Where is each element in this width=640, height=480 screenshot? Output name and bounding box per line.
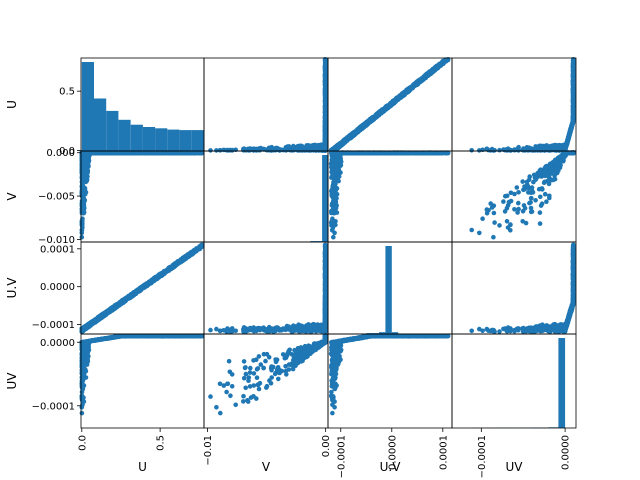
scatter-point (382, 106, 387, 111)
scatter-point (341, 139, 346, 144)
scatter-point (400, 91, 405, 96)
scatter-point (279, 147, 285, 153)
scatter-point (570, 119, 576, 125)
scatter-point (286, 144, 292, 149)
scatter-panel-U-vs-UV (328, 57, 451, 153)
scatter-point (377, 111, 383, 117)
scatter-point (218, 148, 223, 153)
scatter-point (571, 58, 576, 63)
scatter-point (571, 106, 576, 111)
scatter-point (356, 128, 362, 133)
scatter-panel-U-vs-UV (469, 57, 576, 153)
scatter-point (410, 85, 416, 90)
scatter-point (323, 148, 328, 153)
scatter-point (566, 135, 571, 140)
scatter-point (438, 62, 444, 67)
scatter-point (323, 106, 328, 111)
scatter-point (571, 111, 576, 117)
scatter-point (571, 88, 576, 94)
scatter-point (565, 139, 570, 144)
scatter-point (570, 76, 576, 81)
scatter-point (508, 148, 514, 153)
scatter-point (469, 148, 475, 153)
scatter-point (322, 135, 328, 140)
scatter-point (274, 145, 280, 151)
scatter-point (323, 88, 328, 94)
panels-group (79, 57, 576, 429)
scatter-point (391, 98, 397, 104)
scatter-point (291, 143, 296, 149)
scatter-point (361, 123, 367, 129)
scatter-point (370, 116, 375, 121)
scatter-point (313, 147, 319, 153)
scatter-point (524, 147, 530, 153)
scatter-point (569, 123, 575, 129)
scatter-point (539, 143, 544, 149)
scatter-point (553, 147, 558, 153)
scatter-point (268, 148, 274, 153)
scatter-point (364, 119, 370, 125)
scatter-point (295, 148, 301, 153)
scatter-panel-V-vs-U (79, 150, 205, 240)
scatter-point (423, 73, 429, 78)
scatter-point (208, 148, 213, 153)
scatter-point (419, 76, 424, 81)
scatter-point (491, 148, 496, 153)
scatter-point (323, 58, 328, 63)
scatter-point (241, 148, 246, 153)
scatter-point (323, 98, 328, 104)
scatter-point (571, 98, 576, 104)
scatter-point (497, 147, 502, 153)
scatter-point (346, 135, 351, 140)
scatter-point (477, 148, 482, 153)
scatter-point (258, 145, 264, 151)
scatter-point (567, 128, 573, 133)
scatter-point (302, 147, 307, 153)
scatter-point (323, 139, 328, 144)
scatter-point (535, 148, 540, 153)
scatter-panel-U-vs-V (208, 57, 328, 153)
scatter-point (307, 144, 312, 150)
scatter-point (444, 58, 449, 63)
scatter-point (322, 128, 328, 133)
scatter-point (323, 123, 328, 129)
scatter-point (214, 148, 219, 153)
scatter-point (516, 144, 521, 150)
scatter-point (406, 88, 412, 94)
scatter-point (83, 190, 89, 195)
scatter-point (322, 76, 328, 81)
scatter-point (323, 111, 328, 117)
scatter-point (229, 148, 235, 153)
scatter-point (386, 104, 392, 110)
